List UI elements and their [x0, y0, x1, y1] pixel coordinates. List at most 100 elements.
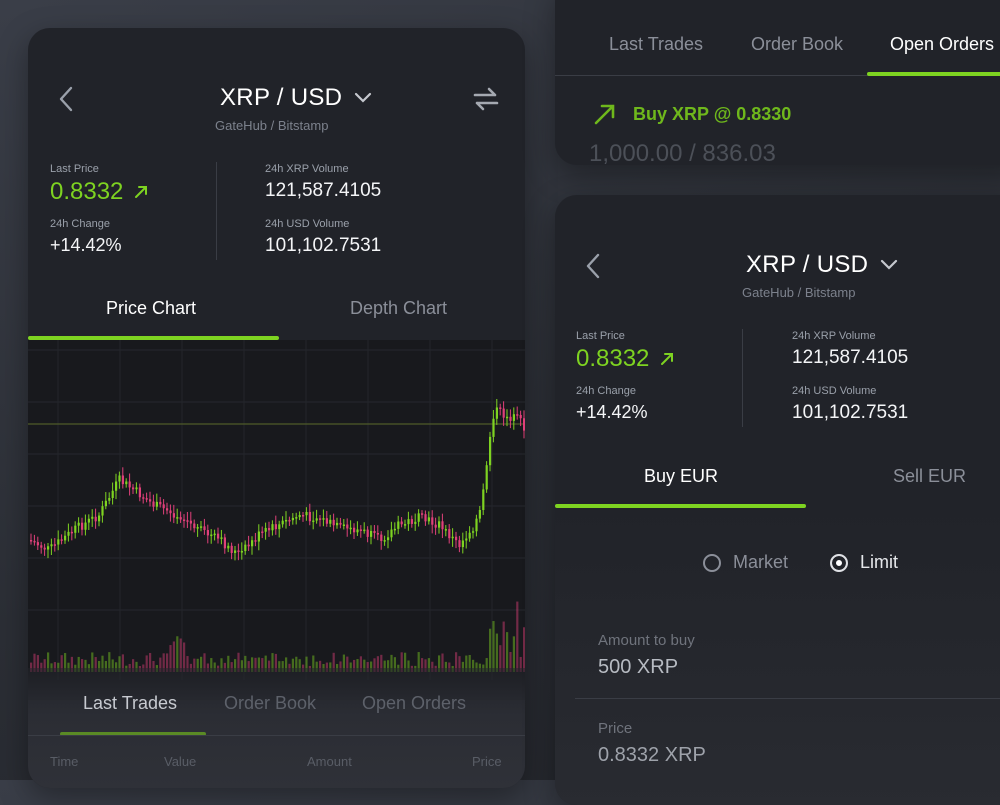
volume-bar	[166, 653, 169, 672]
candle-body	[461, 540, 464, 548]
price-value: 0.8332 XRP	[598, 744, 706, 766]
candle-body	[512, 414, 515, 421]
usd-volume-value: 101,102.7531	[792, 402, 909, 423]
candle-body	[455, 536, 458, 541]
candle-body	[410, 519, 413, 524]
candle-body	[206, 530, 209, 536]
tab-open-orders[interactable]: Open Orders	[362, 693, 467, 713]
candle-body	[346, 524, 349, 529]
tab-buy-eur[interactable]: Buy EUR	[644, 466, 719, 486]
volume-bar	[438, 655, 441, 672]
candle-body	[138, 487, 141, 498]
candle-body	[176, 517, 179, 519]
candle-body	[213, 533, 216, 536]
candle-body	[363, 529, 366, 532]
candle-body	[444, 529, 447, 531]
radio-limit[interactable]	[830, 553, 848, 572]
tab-order-book[interactable]: Order Book	[224, 693, 317, 713]
volume-bar	[370, 661, 373, 672]
volume-bar	[70, 656, 73, 672]
volume-bar	[176, 636, 179, 672]
volume-bar	[261, 658, 264, 672]
candle-body	[264, 527, 267, 532]
col-price: Price	[472, 754, 502, 769]
tab-order-book[interactable]: Order Book	[751, 34, 844, 54]
order-type-limit[interactable]: Limit	[830, 552, 898, 573]
volume-bar	[295, 656, 298, 672]
volume-bar	[325, 662, 328, 672]
volume-bar	[234, 659, 237, 672]
volume-bar	[108, 652, 111, 672]
usd-volume-label: 24h USD Volume	[792, 385, 877, 397]
price-field[interactable]: Price 0.8332 XRP	[575, 714, 1000, 786]
candle-body	[353, 527, 356, 533]
candle-body	[104, 500, 107, 507]
volume-bar	[305, 656, 308, 672]
candle-body	[291, 517, 294, 521]
volume-bar	[363, 659, 366, 672]
candle-body	[492, 418, 495, 437]
volume-bar	[128, 663, 131, 672]
back-chevron-icon[interactable]	[585, 253, 601, 279]
volume-bar	[254, 657, 257, 672]
candle-body	[189, 520, 192, 524]
candle-body	[149, 499, 152, 502]
tab-active-indicator	[867, 72, 1000, 76]
tab-last-trades[interactable]: Last Trades	[609, 34, 704, 54]
candle-body	[465, 538, 468, 541]
last-price-row: 0.8332	[576, 345, 675, 373]
volume-bar	[169, 645, 172, 672]
candle-body	[67, 531, 70, 536]
stats-divider	[742, 329, 743, 427]
order-type-market[interactable]: Market	[703, 552, 788, 573]
candle-body	[475, 518, 478, 532]
volume-bar	[332, 652, 335, 672]
volume-bar	[465, 655, 468, 672]
volume-bar	[223, 662, 226, 672]
volume-bar	[417, 652, 420, 672]
tab-active-indicator	[555, 504, 806, 508]
candle-body	[50, 544, 53, 547]
volume-bar	[94, 657, 97, 672]
volume-bar	[118, 656, 121, 672]
pair-selector[interactable]: XRP / USD	[746, 251, 898, 279]
bottom-tab-indicator	[60, 732, 206, 736]
candle-body	[196, 527, 199, 529]
candle-body	[118, 475, 121, 482]
back-chevron-icon[interactable]	[58, 86, 74, 112]
tab-last-trades[interactable]: Last Trades	[83, 693, 178, 713]
price-chart[interactable]	[28, 340, 525, 700]
volume-bar	[512, 636, 515, 672]
amount-field[interactable]: Amount to buy 500 XRP	[575, 626, 1000, 699]
candle-body	[77, 522, 80, 526]
radio-market[interactable]	[703, 553, 721, 572]
volume-bar	[461, 661, 464, 672]
candle-body	[155, 501, 158, 507]
last-price-value: 0.8332	[576, 345, 650, 372]
candle-body	[81, 522, 84, 530]
tab-depth-chart[interactable]: Depth Chart	[350, 298, 448, 318]
candle-body	[448, 529, 451, 539]
tab-active-indicator	[28, 336, 279, 340]
volume-bar	[152, 660, 155, 672]
volume-bar	[268, 660, 271, 672]
volume-bar	[349, 662, 352, 672]
tab-sell-eur[interactable]: Sell EUR	[893, 466, 967, 486]
candle-body	[172, 513, 175, 518]
volume-bar	[444, 661, 447, 672]
candle-body	[383, 540, 386, 542]
tab-price-chart[interactable]: Price Chart	[106, 298, 197, 318]
pair-selector[interactable]: XRP / USD	[220, 84, 372, 112]
tab-open-orders[interactable]: Open Orders	[890, 34, 995, 54]
open-order-row[interactable]: Buy XRP @ 0.8330	[593, 102, 791, 126]
volume-bar	[495, 633, 498, 672]
columns-divider	[28, 735, 525, 736]
amount-label: Amount to buy	[598, 632, 695, 649]
volume-bar	[53, 662, 56, 672]
chevron-down-icon	[354, 92, 372, 104]
volume-bar	[489, 628, 492, 672]
swap-icon[interactable]	[471, 86, 501, 112]
usd-volume-value: 101,102.7531	[265, 235, 382, 256]
candle-body	[53, 544, 56, 546]
candle-body	[349, 527, 352, 530]
